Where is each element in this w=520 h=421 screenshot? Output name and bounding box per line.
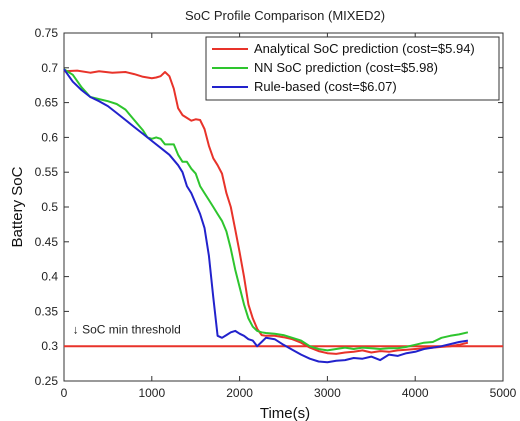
x-tick-label-2: 2000 bbox=[226, 386, 253, 400]
legend-box bbox=[205, 36, 500, 101]
x-tick-label-5: 5000 bbox=[490, 386, 517, 400]
y-tick-label-7: 0.6 bbox=[41, 130, 58, 144]
x-axis-label: Time(s) bbox=[260, 405, 310, 421]
y-tick-label-0: 0.25 bbox=[35, 374, 59, 388]
threshold-annotation: ↓ SoC min threshold bbox=[73, 323, 181, 337]
y-tick-label-6: 0.55 bbox=[35, 165, 59, 179]
y-tick-label-4: 0.45 bbox=[35, 235, 59, 249]
x-tick-label-1: 1000 bbox=[138, 386, 165, 400]
legend-label-0: Analytical SoC prediction (cost=$5.94) bbox=[254, 41, 475, 56]
y-tick-label-3: 0.4 bbox=[41, 270, 58, 284]
x-tick-label-3: 3000 bbox=[314, 386, 341, 400]
x-tick-label-0: 0 bbox=[61, 386, 68, 400]
y-tick-label-2: 0.35 bbox=[35, 304, 59, 318]
y-tick-label-5: 0.5 bbox=[41, 200, 58, 214]
y-axis-label: Battery SoC bbox=[9, 166, 26, 247]
y-tick-label-9: 0.7 bbox=[41, 61, 58, 75]
analytical-soc-line bbox=[63, 69, 469, 355]
y-tick-label-8: 0.65 bbox=[35, 96, 59, 110]
legend-label-2: Rule-based (cost=$6.07) bbox=[254, 79, 397, 94]
y-tick-label-10: 0.75 bbox=[35, 26, 59, 40]
y-tick-label-1: 0.3 bbox=[41, 339, 58, 353]
rule-based-line bbox=[63, 68, 469, 364]
legend-label-1: NN SoC prediction (cost=$5.98) bbox=[254, 60, 438, 75]
chart-title: SoC Profile Comparison (MIXED2) bbox=[185, 8, 385, 23]
plot-area: 0 1000 2000 3000 4000 5000 0.25 0.3 0.35 0.4 0.45 0… bbox=[35, 26, 517, 400]
x-tick-label-4: 4000 bbox=[402, 386, 429, 400]
